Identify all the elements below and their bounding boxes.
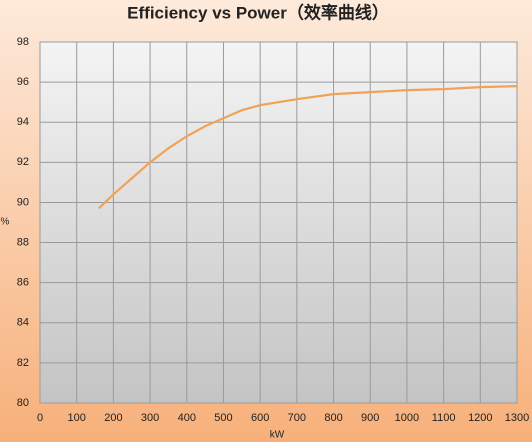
x-tick-label: 0: [37, 412, 43, 424]
x-tick-label: 800: [324, 412, 342, 424]
y-tick-label: 98: [17, 36, 29, 48]
x-tick-label: 500: [214, 412, 232, 424]
x-tick-label: 200: [104, 412, 122, 424]
x-tick-label: 1300: [505, 412, 529, 424]
x-tick-label: 1200: [468, 412, 492, 424]
plot-area: [39, 41, 518, 404]
x-tick-label: 900: [361, 412, 379, 424]
x-tick-label: 600: [251, 412, 269, 424]
x-tick-label: 1000: [395, 412, 419, 424]
x-tick-label: 400: [178, 412, 196, 424]
x-axis-label: kW: [270, 430, 285, 441]
y-tick-label: 80: [17, 397, 29, 409]
y-tick-label: 94: [17, 116, 29, 128]
y-tick-label: 82: [17, 357, 29, 369]
x-tick-label: 700: [288, 412, 306, 424]
y-tick-label: 92: [17, 156, 29, 168]
x-tick-label: 100: [68, 412, 86, 424]
y-tick-label: 90: [17, 196, 29, 208]
x-tick-label: 300: [141, 412, 159, 424]
x-tick-label: 1100: [432, 412, 456, 424]
y-tick-label: 86: [17, 277, 29, 289]
y-tick-label: 88: [17, 236, 29, 248]
y-axis-label: %: [1, 217, 10, 228]
y-tick-label: 96: [17, 76, 29, 88]
data-line: [97, 85, 518, 210]
chart-title: Efficiency vs Power（效率曲线）: [127, 2, 389, 22]
y-tick-label: 84: [17, 317, 29, 329]
